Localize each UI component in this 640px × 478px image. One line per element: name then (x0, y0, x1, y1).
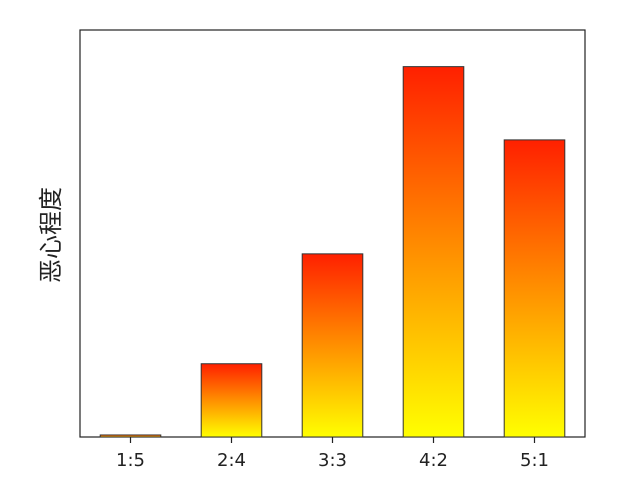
x-tick-label: 2:4 (217, 450, 246, 471)
bar (200, 363, 263, 438)
bar (99, 434, 162, 438)
bar (301, 253, 364, 438)
x-tick-label: 3:3 (318, 450, 347, 471)
bar (402, 66, 465, 438)
bar (503, 139, 566, 438)
x-tick-label: 5:1 (520, 450, 549, 471)
x-tick-label: 4:2 (419, 450, 448, 471)
y-axis-label: 恶心程度 (37, 187, 65, 283)
x-tick-label: 1:5 (116, 450, 145, 471)
